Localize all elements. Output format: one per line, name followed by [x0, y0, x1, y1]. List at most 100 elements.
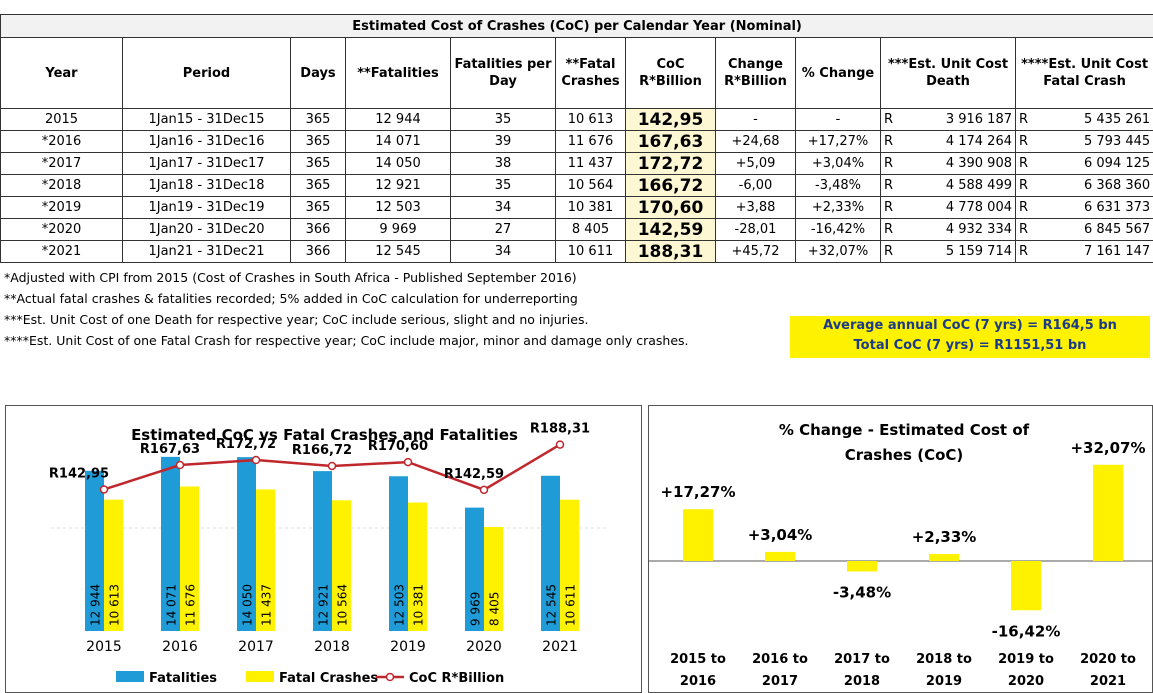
table-cell: R [1015, 152, 1041, 175]
data-label: 14 050 [241, 584, 255, 626]
table-cell: 366 [290, 240, 346, 263]
bar [1011, 561, 1041, 611]
data-label: 12 944 [89, 584, 103, 626]
table-cell: -16,42% [795, 218, 881, 241]
data-label: R188,31 [530, 422, 590, 437]
bar [389, 476, 408, 631]
data-label: 10 611 [564, 584, 578, 626]
table-cell: -6,00 [715, 174, 796, 197]
table-cell: 34 [450, 196, 556, 219]
table-cell: R [880, 218, 906, 241]
table-row: *2016 1Jan16 - 31Dec16 365 14 071 39 11 676 16… [0, 130, 1153, 153]
data-label: R167,63 [140, 442, 200, 457]
table-cell: *2020 [0, 218, 123, 241]
table-cell: R [880, 196, 906, 219]
table-row: 2015 1Jan15 - 31Dec15 365 12 944 35 10 613 142… [0, 108, 1153, 131]
header-cell: CoC R*Billion [625, 37, 716, 109]
table-cell: 35 [450, 108, 556, 131]
x-tick-label: 2015 [86, 639, 122, 655]
legend-swatch [246, 671, 274, 682]
table-cell: 14 071 [345, 130, 451, 153]
table-cell: 4 174 264 [905, 130, 1016, 153]
bar [313, 471, 332, 631]
chart-title: % Change - Estimated Cost of Crashes (Co… [778, 421, 1030, 464]
legend-label: Fatalities [149, 671, 217, 686]
table-cell: 2015 [0, 108, 123, 131]
data-label: 12 545 [545, 584, 559, 626]
table-cell: 14 050 [345, 152, 451, 175]
x-tick-label: 2021 [542, 639, 578, 655]
table-cell: 172,72 [625, 152, 716, 175]
table-cell: 10 613 [555, 108, 626, 131]
data-label: -3,48% [833, 583, 891, 601]
table-cell: *2016 [0, 130, 123, 153]
table-row: *2021 1Jan21 - 31Dec21 366 12 545 34 10 611 18… [0, 240, 1153, 263]
table-cell: *2021 [0, 240, 123, 263]
table-row: *2017 1Jan17 - 31Dec17 365 14 050 38 11 437 17… [0, 152, 1153, 175]
table-cell: +3,88 [715, 196, 796, 219]
data-label: 10 564 [336, 584, 350, 626]
table-cell: +3,04% [795, 152, 881, 175]
x-tick-label: 2018 [314, 639, 350, 655]
table-cell: *2018 [0, 174, 123, 197]
table-row: *2019 1Jan19 - 31Dec19 365 12 503 34 10 381 17… [0, 196, 1153, 219]
x-tick-label: 2016 [162, 639, 198, 655]
bar [929, 554, 959, 561]
data-label: -16,42% [992, 622, 1061, 640]
bar [161, 456, 180, 631]
x-tick-label: 2020 [466, 639, 502, 655]
table-cell: 9 969 [345, 218, 451, 241]
summary-line: Average annual CoC (7 yrs) = R164,5 bn [823, 318, 1117, 333]
table-cell: +45,72 [715, 240, 796, 263]
data-label: R172,72 [216, 437, 276, 452]
table-cell: 6 631 373 [1040, 196, 1153, 219]
header-cell: Fatalities per Day [450, 37, 556, 109]
data-label: +2,33% [912, 528, 977, 546]
header-cell: Change R*Billion [715, 37, 796, 109]
x-tick-label: 2018 to 2019 [916, 652, 972, 689]
table-cell: 5 435 261 [1040, 108, 1153, 131]
header-row: Year Period Days **Fatalities Fatalities per… [0, 37, 1153, 109]
table-cell: R [880, 174, 906, 197]
table-cell: - [715, 108, 796, 131]
summary-box: Average annual CoC (7 yrs) = R164,5 bn To… [790, 316, 1150, 358]
table-cell: +5,09 [715, 152, 796, 175]
table-cell: 1Jan20 - 31Dec20 [122, 218, 291, 241]
table-cell: 12 503 [345, 196, 451, 219]
x-tick-label: 2017 [238, 639, 274, 655]
table-cell: R [1015, 218, 1041, 241]
table-cell: 6 368 360 [1040, 174, 1153, 197]
note: ***Est. Unit Cost of one Death for respe… [4, 312, 589, 327]
table-cell: 34 [450, 240, 556, 263]
x-tick-label: 2020 to 2021 [1080, 652, 1136, 689]
bar [541, 475, 560, 631]
table-cell: 4 932 334 [905, 218, 1016, 241]
bar [237, 457, 256, 631]
data-label: R142,59 [444, 467, 504, 482]
header-cell: Year [0, 37, 123, 109]
table-cell: +2,33% [795, 196, 881, 219]
table-cell: 1Jan15 - 31Dec15 [122, 108, 291, 131]
header-cell: **Fatal Crashes [555, 37, 626, 109]
line-marker [251, 455, 261, 465]
table-cell: 188,31 [625, 240, 716, 263]
table-cell: 365 [290, 108, 346, 131]
table-cell: R [1015, 240, 1041, 263]
table-cell: -3,48% [795, 174, 881, 197]
data-label: R170,60 [368, 439, 428, 454]
table-title: Estimated Cost of Crashes (CoC) per Cale… [0, 14, 1153, 38]
table-cell: 1Jan18 - 31Dec18 [122, 174, 291, 197]
cost-table: Estimated Cost of Crashes (CoC) per Cale… [0, 14, 1153, 263]
x-tick-label: 2017 to 2018 [834, 652, 890, 689]
table-cell: 7 161 147 [1040, 240, 1153, 263]
table-cell: R [1015, 130, 1041, 153]
table-cell: 4 778 004 [905, 196, 1016, 219]
title-row: Estimated Cost of Crashes (CoC) per Cale… [0, 14, 1153, 38]
legend-label: CoC R*Billion [409, 671, 504, 686]
note: **Actual fatal crashes & fatalities reco… [4, 291, 578, 306]
table-cell: R [1015, 196, 1041, 219]
bar [484, 526, 503, 631]
table-cell: 10 564 [555, 174, 626, 197]
bar [256, 489, 275, 631]
x-tick-label: 2015 to 2016 [670, 652, 726, 689]
